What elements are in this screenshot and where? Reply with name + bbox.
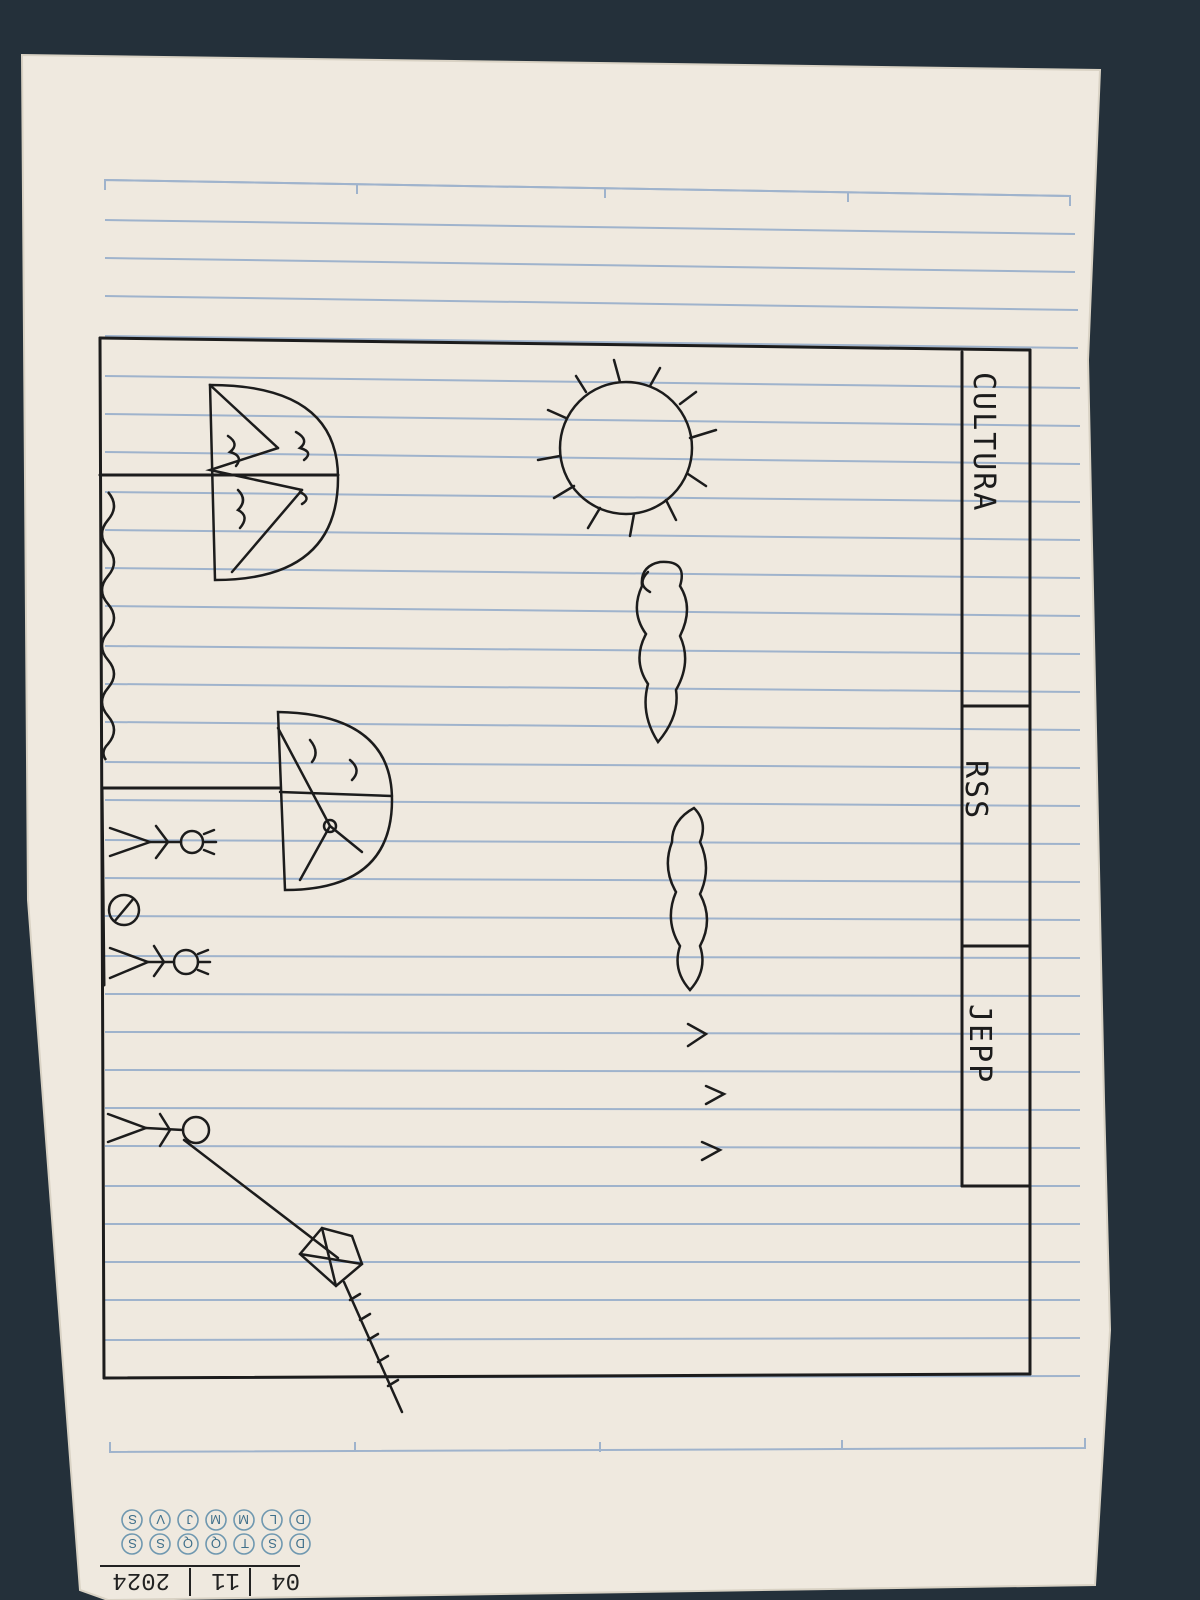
footer-date-year: 2024: [112, 1566, 170, 1593]
wavy-divider: [100, 491, 116, 761]
weekday-1-6: S: [156, 1536, 165, 1551]
weekday-2-3: M: [238, 1512, 249, 1527]
weekday-2-1: D: [296, 1512, 305, 1527]
weekday-1-2: S: [268, 1536, 277, 1551]
stick-figure-2: [108, 944, 212, 980]
sun-sketch: [536, 358, 718, 538]
weekday-2-6: V: [156, 1512, 165, 1527]
ruled-lines: [104, 179, 1081, 1379]
nav-tab-cultura[interactable]: CULTURA: [966, 372, 1001, 512]
notebook-footer: 04 11 2024: [100, 1565, 300, 1596]
scroll-arrows-text: v v v: [0, 0, 100, 8]
weekday-1-1: D: [296, 1536, 305, 1551]
nav-tab-rss[interactable]: RSS: [958, 760, 993, 820]
weekday-1-4: Q: [211, 1536, 221, 1551]
weekday-1-5: Q: [183, 1536, 193, 1551]
weekday-1-7: S: [128, 1536, 137, 1551]
scroll-arrows: [686, 1022, 727, 1162]
wavy-shape-2: [666, 806, 709, 992]
kite-sketch: [298, 1226, 404, 1414]
weekday-1-3: T: [241, 1536, 249, 1551]
wavy-shape-1: [635, 560, 689, 745]
half-pie-chart-1: [205, 383, 340, 582]
crossed-circle-icon: [107, 893, 141, 927]
ruler-brackets: [104, 178, 1086, 1454]
stick-figure-1: [108, 824, 218, 860]
nav-tab-jepp[interactable]: JEPP: [962, 1004, 997, 1084]
paper-sheet: [20, 53, 1112, 1600]
half-pie-chart-2: [276, 710, 394, 892]
weekday-bubbles: D S T Q Q S S D L M M J V S: [121, 1509, 311, 1555]
weekday-2-2: L: [270, 1512, 277, 1527]
weekday-2-5: J: [187, 1512, 194, 1527]
wireframe-frame: [98, 336, 1032, 1380]
footer-date-day: 04: [271, 1566, 300, 1593]
weekday-2-4: M: [210, 1512, 221, 1527]
weekday-2-7: S: [128, 1512, 137, 1527]
footer-date-month: 11: [211, 1566, 240, 1593]
